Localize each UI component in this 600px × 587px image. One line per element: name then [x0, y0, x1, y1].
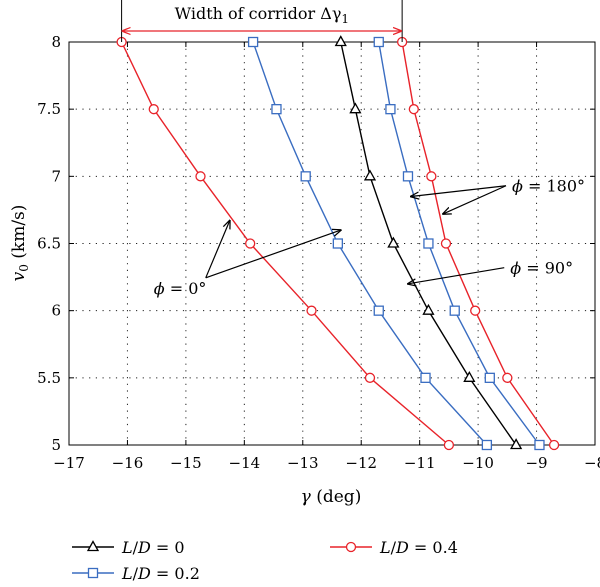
- series-2-point: [443, 439, 455, 451]
- series-1-point: [373, 36, 384, 48]
- series-1-point: [300, 171, 311, 182]
- y-tick-label: 8: [51, 33, 61, 51]
- series-2-point: [245, 238, 256, 249]
- y-tick-label: 7: [51, 167, 61, 185]
- series-2-point: [195, 171, 206, 182]
- x-tick-label: −11: [404, 454, 436, 472]
- legend: L/D = 0 L/D = 0.2 L/D = 0.4: [72, 538, 458, 583]
- plot-frame: [68, 41, 596, 446]
- legend-label-0: L/D = 0: [121, 538, 185, 557]
- series-0-point: [363, 169, 377, 181]
- x-tick-label: −8: [584, 454, 600, 472]
- legend-marker-0: [86, 540, 100, 552]
- legend-label-1: L/D = 0.2: [121, 564, 200, 583]
- series-1-point: [449, 305, 460, 316]
- series-1-point: [373, 305, 384, 316]
- phi-90-arrow: [408, 267, 505, 284]
- phi-180-arrow: [443, 185, 507, 214]
- corridor-label: Width of corridor Δγ1: [175, 4, 349, 26]
- legend-marker-1: [87, 567, 99, 579]
- grid: [69, 42, 595, 445]
- series-0-point: [334, 35, 347, 47]
- axis-ticks: −17 −16 −15 −14 −13 −12 −11 −10 −9 −8 5 5.5 6 6.5 7 7.5…: [37, 33, 600, 472]
- series-0-point: [349, 102, 362, 114]
- series-1-point: [332, 238, 343, 249]
- series-1-point: [247, 36, 259, 48]
- series-1-point: [484, 372, 495, 383]
- series-0-point: [463, 370, 476, 382]
- series-1-point: [402, 171, 414, 182]
- x-axis-label: γ (deg): [301, 487, 362, 507]
- series-2-point: [440, 238, 452, 249]
- x-tick-label: −14: [229, 454, 261, 472]
- phi-90-label: ϕ = 90°: [510, 259, 573, 278]
- x-tick-label: −17: [53, 454, 85, 472]
- phi-0-label: ϕ = 0°: [154, 279, 207, 298]
- series-2-point: [408, 104, 419, 115]
- x-tick-label: −16: [112, 454, 144, 472]
- series-layer: [116, 35, 560, 451]
- x-tick-label: −9: [525, 454, 547, 472]
- phi-0-arrow: [205, 230, 341, 279]
- series-2-point: [548, 439, 560, 451]
- legend-label-2: L/D = 0.4: [379, 538, 458, 557]
- y-tick-label: 7.5: [37, 100, 61, 118]
- x-tick-label: −15: [170, 454, 202, 472]
- series-0-point: [422, 303, 435, 315]
- series-2-point: [148, 104, 159, 115]
- series-1-point: [385, 104, 396, 115]
- series-2-point: [470, 305, 481, 316]
- annotations: Width of corridor Δγ1 ϕ = 0° ϕ = 180° ϕ = 9…: [121, 0, 585, 298]
- y-tick-label: 5.5: [37, 369, 61, 387]
- phi-0-arrow: [205, 221, 230, 279]
- series-2-point: [426, 171, 437, 182]
- series-1-point: [481, 439, 493, 451]
- y-tick-label: 5: [51, 436, 61, 454]
- phi-180-arrow: [411, 185, 507, 197]
- series-1-point: [534, 439, 545, 451]
- series-1-line-1: [378, 41, 541, 446]
- series-0-point: [387, 236, 400, 248]
- legend-marker-2: [345, 541, 357, 553]
- y-axis-label: v0 (km/s): [9, 205, 31, 282]
- series-1-point: [271, 104, 282, 115]
- series-1-point: [420, 372, 431, 383]
- x-tick-label: −12: [345, 454, 377, 472]
- series-2-point: [502, 372, 513, 383]
- phi-180-label: ϕ = 180°: [512, 177, 585, 196]
- series-2-point: [364, 372, 376, 383]
- series-0-point: [509, 438, 523, 450]
- x-tick-label: −13: [287, 454, 319, 472]
- y-tick-label: 6.5: [37, 235, 61, 253]
- series-2-point: [306, 305, 317, 316]
- x-tick-label: −10: [462, 454, 494, 472]
- series-1-point: [423, 238, 434, 249]
- y-tick-label: 6: [51, 302, 61, 320]
